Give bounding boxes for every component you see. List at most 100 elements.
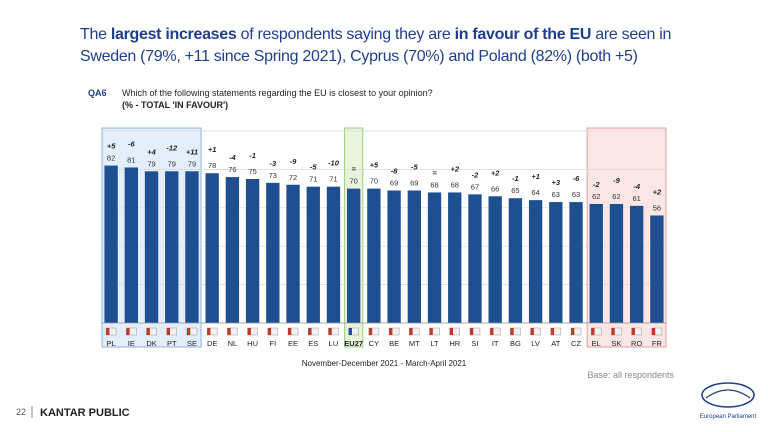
- value-label: 68: [451, 180, 459, 189]
- change-label: +2: [653, 187, 662, 196]
- value-label: 72: [289, 173, 297, 182]
- x-tick-label: BE: [389, 339, 399, 348]
- flag-stripe: [429, 328, 433, 335]
- value-label: 79: [168, 159, 176, 168]
- x-tick-label: FR: [652, 339, 663, 348]
- flag-stripe: [308, 328, 312, 335]
- value-label: 68: [430, 180, 438, 189]
- flag-stripe: [267, 328, 272, 335]
- bar: [185, 171, 199, 323]
- change-label: -8: [391, 167, 398, 176]
- value-label: 69: [410, 179, 418, 188]
- x-tick-label: LT: [430, 339, 439, 348]
- change-label: -3: [269, 159, 276, 168]
- x-tick-label: HR: [449, 339, 460, 348]
- flag-stripe: [368, 328, 373, 335]
- x-tick-label: SE: [187, 339, 197, 348]
- flag-stripe: [146, 328, 150, 335]
- title-part: are seen in Sweden (79%, +11 since Sprin…: [80, 26, 672, 65]
- change-label: =: [432, 168, 437, 177]
- flag-stripe: [571, 328, 575, 335]
- value-label: 64: [531, 188, 539, 197]
- change-label: -12: [166, 143, 178, 152]
- title-part: The: [80, 26, 111, 43]
- change-label: -6: [573, 174, 580, 183]
- bar: [347, 188, 361, 323]
- flag-stripe: [651, 328, 656, 335]
- bar: [165, 171, 179, 323]
- flag-stripe: [126, 328, 130, 335]
- x-tick-label: EU27: [344, 339, 363, 348]
- flag-stripe: [348, 328, 352, 335]
- change-label: -2: [472, 170, 479, 179]
- change-label: -5: [310, 163, 317, 172]
- question-code: QA6: [88, 88, 107, 98]
- x-tick-label: EE: [288, 339, 298, 348]
- flag-stripe: [207, 328, 211, 335]
- bar: [286, 184, 300, 323]
- value-label: 76: [228, 165, 236, 174]
- x-axis-label: November-December 2021 - March-April 202…: [302, 359, 467, 368]
- value-label: 62: [592, 192, 600, 201]
- change-label: -10: [328, 159, 340, 168]
- value-label: 82: [107, 154, 115, 163]
- change-label: -1: [512, 174, 519, 183]
- value-label: 71: [329, 175, 337, 184]
- x-tick-label: SI: [471, 339, 478, 348]
- flag-stripe: [227, 328, 231, 335]
- flag-stripe: [409, 328, 413, 335]
- slide-title: The largest increases of respondents say…: [80, 24, 700, 68]
- change-label: +4: [147, 147, 156, 156]
- flag-stripe: [328, 328, 332, 335]
- subtitle: (% - TOTAL 'IN FAVOUR'): [122, 100, 228, 110]
- bar: [407, 190, 421, 323]
- bar: [266, 182, 280, 323]
- value-label: 78: [208, 161, 216, 170]
- x-tick-label: PL: [107, 339, 116, 348]
- title-part: of respondents saying they are: [236, 26, 455, 43]
- x-tick-label: EL: [592, 339, 601, 348]
- x-tick-label: FI: [269, 339, 276, 348]
- flag-stripe: [389, 328, 393, 335]
- bar: [104, 165, 118, 323]
- bar: [326, 186, 341, 323]
- change-label: =: [351, 165, 356, 174]
- change-label: +2: [491, 168, 500, 177]
- change-label: +2: [450, 164, 459, 173]
- x-tick-label: RO: [631, 339, 642, 348]
- page-number: 22: [16, 407, 26, 417]
- x-tick-label: MT: [409, 339, 420, 348]
- flag-stripe: [510, 328, 514, 335]
- flag-stripe: [106, 328, 110, 335]
- base-note: Base: all respondents: [587, 370, 674, 380]
- flag-stripe: [490, 328, 494, 335]
- bar: [569, 202, 583, 323]
- change-label: +3: [552, 178, 561, 187]
- question: Which of the following statements regard…: [122, 88, 433, 98]
- bar: [549, 202, 563, 323]
- x-tick-label: IT: [492, 339, 499, 348]
- bar: [589, 203, 603, 323]
- value-label: 75: [248, 167, 256, 176]
- value-label: 69: [390, 179, 398, 188]
- flag-stripe: [591, 328, 595, 335]
- x-tick-label: ES: [308, 339, 318, 348]
- bar: [488, 196, 502, 323]
- x-tick-label: NL: [228, 339, 238, 348]
- ep-logo-text: European Parliament: [700, 414, 757, 420]
- x-tick-label: BG: [510, 339, 521, 348]
- change-label: +5: [370, 161, 379, 170]
- bar: [144, 171, 159, 323]
- bar: [387, 190, 401, 323]
- flag-stripe: [288, 328, 292, 335]
- bar: [630, 205, 644, 323]
- bar: [650, 215, 664, 323]
- change-label: +1: [531, 172, 540, 181]
- x-tick-label: CY: [369, 339, 379, 348]
- change-label: -5: [411, 163, 418, 172]
- change-label: +1: [208, 145, 217, 154]
- value-label: 67: [471, 182, 479, 191]
- flag-stripe: [631, 328, 635, 335]
- bar: [508, 198, 523, 323]
- change-label: +11: [186, 147, 198, 156]
